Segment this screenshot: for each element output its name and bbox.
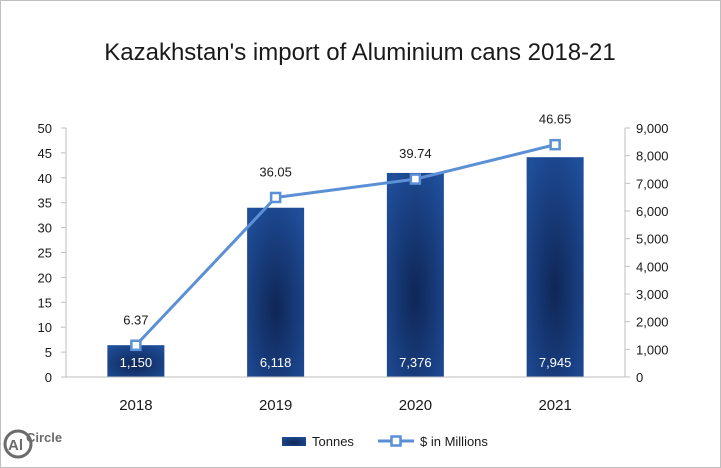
bar [526,157,584,377]
line-marker [130,339,142,352]
x-axis: 2018 2019 2020 2021 [66,376,625,414]
right-tick-label: 5,000 [636,232,669,247]
right-tick-label: 6,000 [636,204,669,219]
left-tick-label: 10 [38,320,52,335]
right-tick-label: 3,000 [636,287,669,302]
line-path [134,143,556,347]
legend-swatch-marker [390,435,402,447]
right-tick-label: 0 [636,370,643,385]
right-tick-label: 4,000 [636,259,669,274]
line-series [130,138,561,352]
x-tick-label: 2021 [538,397,571,414]
bar-value-label: 1,150 [120,355,153,370]
logo-ring [3,429,33,459]
line-marker [269,191,282,204]
line-marker [549,138,561,151]
bar-value-label: 6,118 [260,355,292,370]
right-tick-label: 8,000 [636,149,669,164]
right-tick-label: 1,000 [636,342,669,357]
right-tick-label: 9,000 [636,121,669,136]
data-labels: 1,150 6,118 7,376 7,945 6.37 36.05 39.74 46.65 [120,112,572,370]
line-value-label: 36.05 [259,164,292,179]
bar-value-label: 7,945 [539,355,572,370]
line-value-label: 6.37 [123,312,148,327]
logo-text: Circle [26,430,62,445]
right-tick-label: 2,000 [636,315,669,330]
left-tick-label: 35 [38,196,52,211]
legend: Tonnes $ in Millions [282,434,488,449]
right-axis: 0 1,000 2,000 3,000 4,000 5,000 6,000 7,000 8,00… [624,121,669,385]
legend-swatch-tonnes [282,437,306,446]
left-tick-label: 50 [38,121,52,136]
alcircle-logo: Al Circle [3,429,62,459]
x-tick-label: 2020 [399,397,432,414]
line-value-label: 46.65 [539,112,572,127]
bar [247,207,305,377]
bar-value-label: 7,376 [399,355,432,370]
left-tick-label: 30 [38,221,52,236]
right-tick-label: 7,000 [636,176,669,191]
left-tick-label: 15 [38,295,52,310]
left-axis: 0 5 10 15 20 25 30 35 40 45 50 [38,121,67,385]
left-tick-label: 25 [38,246,52,261]
left-tick-label: 40 [38,171,52,186]
legend-label-tonnes: Tonnes [312,434,354,449]
line-marker [409,173,422,185]
bar [386,172,444,377]
bar-series [107,157,584,377]
left-tick-label: 20 [38,270,52,285]
left-tick-label: 45 [38,146,52,161]
left-tick-label: 5 [45,345,52,360]
left-tick-label: 0 [45,370,52,385]
legend-label-millions: $ in Millions [420,434,488,449]
chart-title: Kazakhstan's import of Aluminium cans 20… [104,39,616,66]
line-value-label: 39.74 [399,146,432,161]
logo-mark: Al [8,437,23,454]
x-tick-label: 2019 [259,397,292,414]
x-tick-label: 2018 [119,397,152,414]
